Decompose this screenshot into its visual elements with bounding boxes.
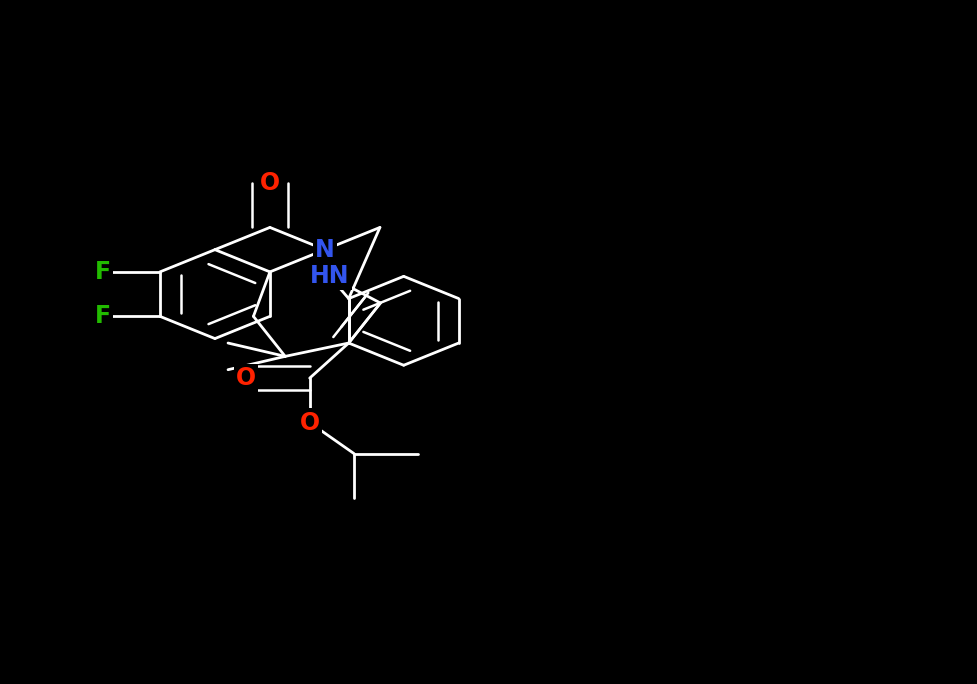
Text: O: O <box>260 171 280 195</box>
Text: F: F <box>95 304 110 328</box>
Text: F: F <box>95 260 110 284</box>
Text: O: O <box>300 410 319 434</box>
Text: HN: HN <box>310 264 350 289</box>
Text: O: O <box>236 366 256 390</box>
Text: N: N <box>315 237 335 262</box>
